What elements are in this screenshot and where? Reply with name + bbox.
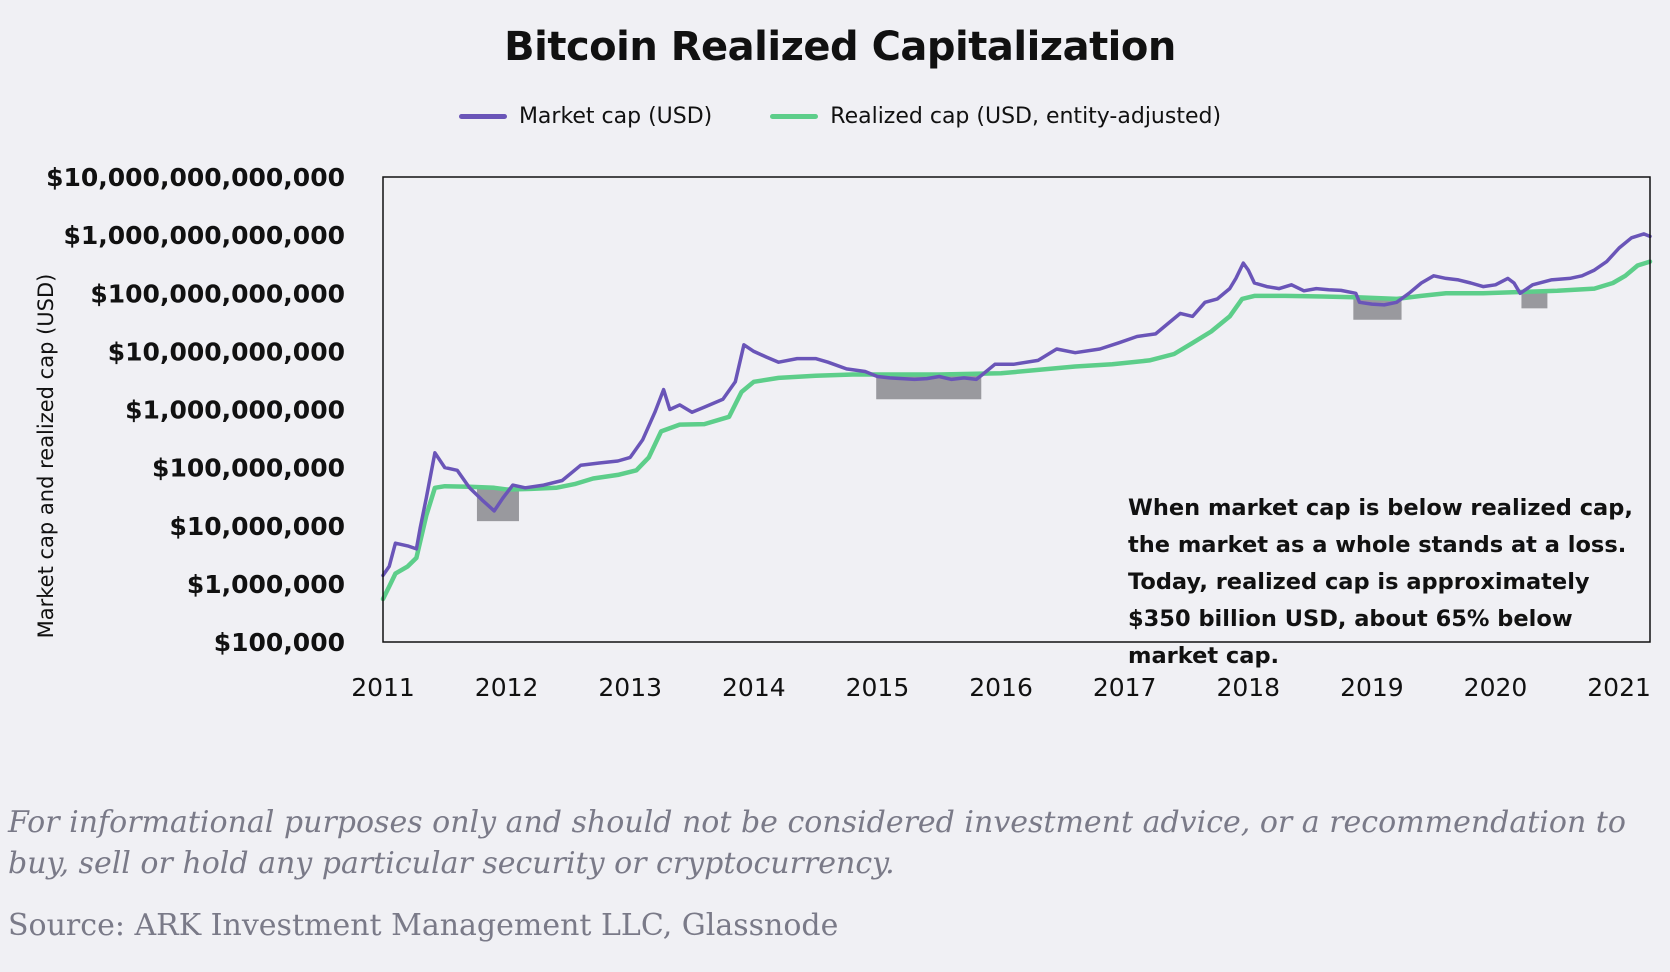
x-tick-label: 2020 bbox=[1464, 673, 1528, 702]
x-tick-label: 2019 bbox=[1340, 673, 1404, 702]
y-tick-label: $10,000,000 bbox=[169, 512, 345, 541]
loss-regions bbox=[476, 292, 1548, 522]
y-tick-label: $10,000,000,000 bbox=[108, 337, 345, 366]
y-tick-label: $1,000,000,000,000 bbox=[63, 221, 345, 250]
legend-item-market-cap: Market cap (USD) bbox=[458, 104, 713, 129]
plot-frame bbox=[382, 176, 1651, 643]
y-tick-label: $1,000,000 bbox=[187, 570, 345, 599]
series-lines bbox=[380, 232, 1653, 602]
x-tick-label: 2012 bbox=[475, 673, 539, 702]
x-tick-label: 2014 bbox=[722, 673, 786, 702]
x-tick-label: 2018 bbox=[1216, 673, 1280, 702]
chart-annotation: When market cap is below realized cap, t… bbox=[1128, 495, 1633, 669]
y-tick-label: $10,000,000,000,000 bbox=[46, 163, 345, 192]
x-tick-label: 2013 bbox=[598, 673, 662, 702]
source-text: Source: ARK Investment Management LLC, G… bbox=[8, 908, 839, 943]
legend-label-market-cap: Market cap (USD) bbox=[518, 104, 713, 129]
y-axis-ticks: $100,000 $1,000,000 $10,000,000 $100,000,00… bbox=[46, 163, 345, 657]
loss-region-shade bbox=[1521, 292, 1548, 309]
x-tick-label: 2015 bbox=[846, 673, 910, 702]
x-tick-label: 2011 bbox=[351, 673, 415, 702]
legend: Market cap (USD) Realized cap (USD, enti… bbox=[0, 104, 1670, 129]
legend-label-realized-cap: Realized cap (USD, entity-adjusted) bbox=[830, 104, 1222, 129]
y-tick-label: $100,000,000 bbox=[152, 454, 345, 483]
legend-item-realized-cap: Realized cap (USD, entity-adjusted) bbox=[770, 104, 1221, 129]
x-axis-ticks: 2011 2012 2013 2014 2015 2016 2017 2018 2019 2020… bbox=[351, 673, 1651, 702]
x-tick-label: 2021 bbox=[1587, 673, 1651, 702]
realized-cap-line bbox=[380, 259, 1653, 602]
x-tick-label: 2016 bbox=[969, 673, 1033, 702]
y-tick-label: $1,000,000,000 bbox=[125, 396, 345, 425]
x-tick-label: 2017 bbox=[1093, 673, 1157, 702]
chart-title: Bitcoin Realized Capitalization bbox=[504, 24, 1176, 70]
legend-swatch-market-cap bbox=[458, 114, 507, 119]
y-tick-label: $100,000 bbox=[214, 628, 345, 657]
y-tick-label: $100,000,000,000 bbox=[90, 279, 345, 308]
market-cap-line bbox=[381, 232, 1652, 578]
legend-swatch-realized-cap bbox=[770, 114, 819, 119]
disclaimer-text: For informational purposes only and shou… bbox=[8, 805, 1626, 881]
